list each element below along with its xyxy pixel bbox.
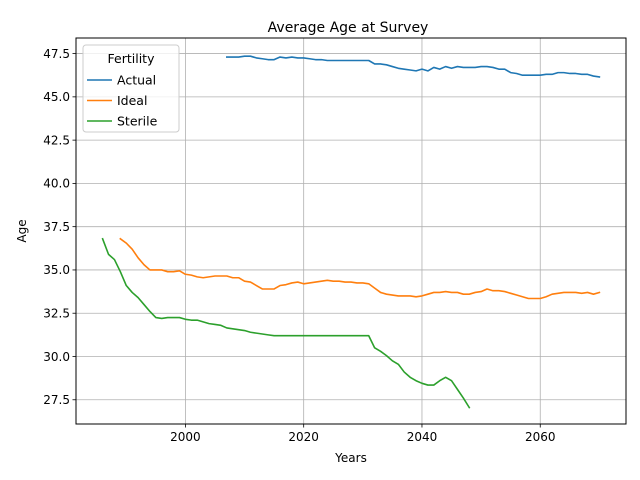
series-line-ideal <box>119 237 601 300</box>
legend-label-actual: Actual <box>117 73 156 88</box>
x-axis-label: Years <box>334 451 367 465</box>
chart-title: Average Age at Survey <box>268 20 429 36</box>
x-tick-label: 2040 <box>407 430 438 444</box>
x-tick-label: 2020 <box>288 430 319 444</box>
y-axis-label: Age <box>15 219 29 242</box>
y-tick-label: 45.0 <box>43 90 70 104</box>
series-line-sterile <box>101 237 471 409</box>
legend-items: Actual Ideal Sterile <box>87 73 158 129</box>
grid <box>76 38 626 424</box>
x-tick-label: 2000 <box>170 430 201 444</box>
series-layer <box>101 55 601 409</box>
y-tick-label: 35.0 <box>43 263 70 277</box>
legend-label-ideal: Ideal <box>117 93 147 108</box>
legend-title: Fertility <box>108 51 156 66</box>
legend-label-sterile: Sterile <box>117 114 158 129</box>
y-tick-label: 37.5 <box>43 220 70 234</box>
y-tick-label: 27.5 <box>43 393 70 407</box>
legend-box <box>82 44 180 133</box>
series-line-actual <box>226 55 601 78</box>
plot-frame <box>75 37 627 425</box>
legend: Fertility Actual Ideal Sterile <box>82 44 180 133</box>
y-tick-label: 47.5 <box>43 47 70 61</box>
x-axis: 2000 2020 2040 2060 <box>170 424 556 444</box>
y-axis: 27.5 30.0 32.5 35.0 37.5 40.0 42.5 45.0 47.5 <box>43 47 76 407</box>
y-tick-label: 42.5 <box>43 133 70 147</box>
y-tick-label: 30.0 <box>43 350 70 364</box>
x-tick-label: 2060 <box>525 430 556 444</box>
y-tick-label: 40.0 <box>43 177 70 191</box>
y-tick-label: 32.5 <box>43 307 70 321</box>
